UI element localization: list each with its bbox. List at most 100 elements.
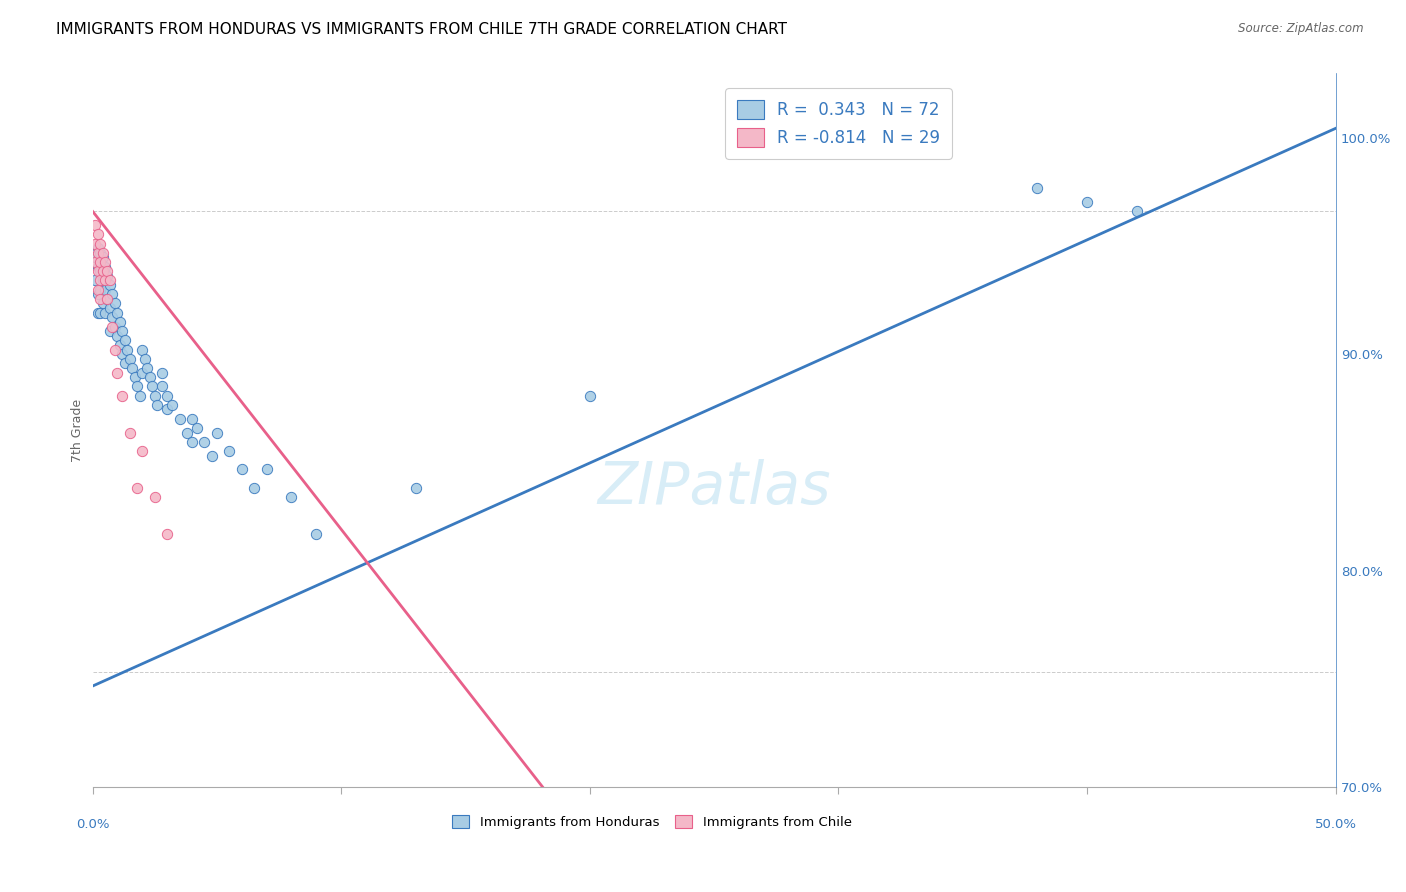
Point [101, 287, 124, 301]
Point [131, 444, 153, 458]
Text: IMMIGRANTS FROM HONDURAS VS IMMIGRANTS FROM CHILE 7TH GRADE CORRELATION CHART: IMMIGRANTS FROM HONDURAS VS IMMIGRANTS F… [56, 22, 787, 37]
Point [143, 490, 166, 504]
Point [117, 343, 139, 357]
Point [94, 255, 117, 269]
Point [111, 347, 134, 361]
Point [1026, 181, 1049, 195]
Point [89, 245, 111, 260]
Point [150, 379, 173, 393]
Point [86, 283, 108, 297]
Point [1076, 195, 1098, 210]
Point [96, 292, 118, 306]
Point [104, 296, 127, 310]
Point [94, 273, 117, 287]
Point [107, 366, 129, 380]
Point [121, 361, 143, 376]
Point [104, 319, 127, 334]
Point [118, 351, 141, 366]
Point [107, 328, 129, 343]
Point [243, 481, 266, 495]
Point [89, 306, 111, 320]
Point [98, 301, 121, 315]
Point [86, 264, 108, 278]
Point [96, 292, 118, 306]
Point [127, 481, 149, 495]
Point [118, 425, 141, 440]
Point [89, 283, 111, 297]
Point [280, 490, 302, 504]
Point [186, 421, 208, 435]
Point [107, 306, 129, 320]
Point [114, 356, 136, 370]
Text: ZIPatlas: ZIPatlas [598, 458, 831, 516]
Point [128, 389, 150, 403]
Point [89, 236, 111, 251]
Text: 50.0%: 50.0% [1315, 818, 1357, 831]
Point [101, 310, 124, 325]
Point [156, 389, 179, 403]
Point [86, 260, 108, 274]
Point [108, 338, 131, 352]
Point [111, 389, 134, 403]
Point [156, 527, 179, 541]
Point [84, 236, 107, 251]
Legend: Immigrants from Honduras, Immigrants from Chile: Immigrants from Honduras, Immigrants fro… [447, 810, 858, 835]
Point [160, 398, 183, 412]
Point [139, 370, 162, 384]
Point [305, 527, 328, 541]
Point [86, 245, 108, 260]
Point [89, 255, 111, 269]
Point [94, 260, 117, 274]
Point [176, 425, 198, 440]
Point [84, 218, 107, 232]
Point [156, 402, 179, 417]
Point [96, 268, 118, 283]
Point [86, 227, 108, 242]
Point [143, 389, 166, 403]
Point [150, 366, 173, 380]
Point [1126, 204, 1149, 219]
Point [104, 343, 127, 357]
Point [98, 278, 121, 293]
Point [94, 306, 117, 320]
Point [124, 370, 146, 384]
Point [89, 273, 111, 287]
Point [218, 444, 240, 458]
Point [169, 411, 191, 425]
Point [91, 251, 114, 265]
Point [98, 273, 121, 287]
Text: 0.0%: 0.0% [76, 818, 110, 831]
Point [86, 306, 108, 320]
Point [141, 379, 163, 393]
Point [96, 264, 118, 278]
Point [91, 296, 114, 310]
Point [86, 241, 108, 255]
Point [101, 319, 124, 334]
Point [94, 283, 117, 297]
Point [89, 264, 111, 278]
Point [86, 287, 108, 301]
Point [91, 264, 114, 278]
Point [84, 273, 107, 287]
Point [131, 343, 153, 357]
Point [405, 481, 427, 495]
Point [108, 315, 131, 329]
Point [89, 292, 111, 306]
Point [134, 351, 156, 366]
Point [146, 398, 169, 412]
Point [98, 324, 121, 338]
Point [181, 411, 204, 425]
Point [111, 324, 134, 338]
Point [84, 251, 107, 265]
Point [256, 462, 278, 476]
Point [131, 366, 153, 380]
Point [114, 334, 136, 348]
Point [231, 462, 253, 476]
Point [181, 434, 204, 449]
Y-axis label: 7th Grade: 7th Grade [72, 399, 84, 462]
Point [205, 425, 228, 440]
Point [91, 273, 114, 287]
Point [136, 361, 159, 376]
Text: Source: ZipAtlas.com: Source: ZipAtlas.com [1239, 22, 1364, 36]
Point [127, 379, 149, 393]
